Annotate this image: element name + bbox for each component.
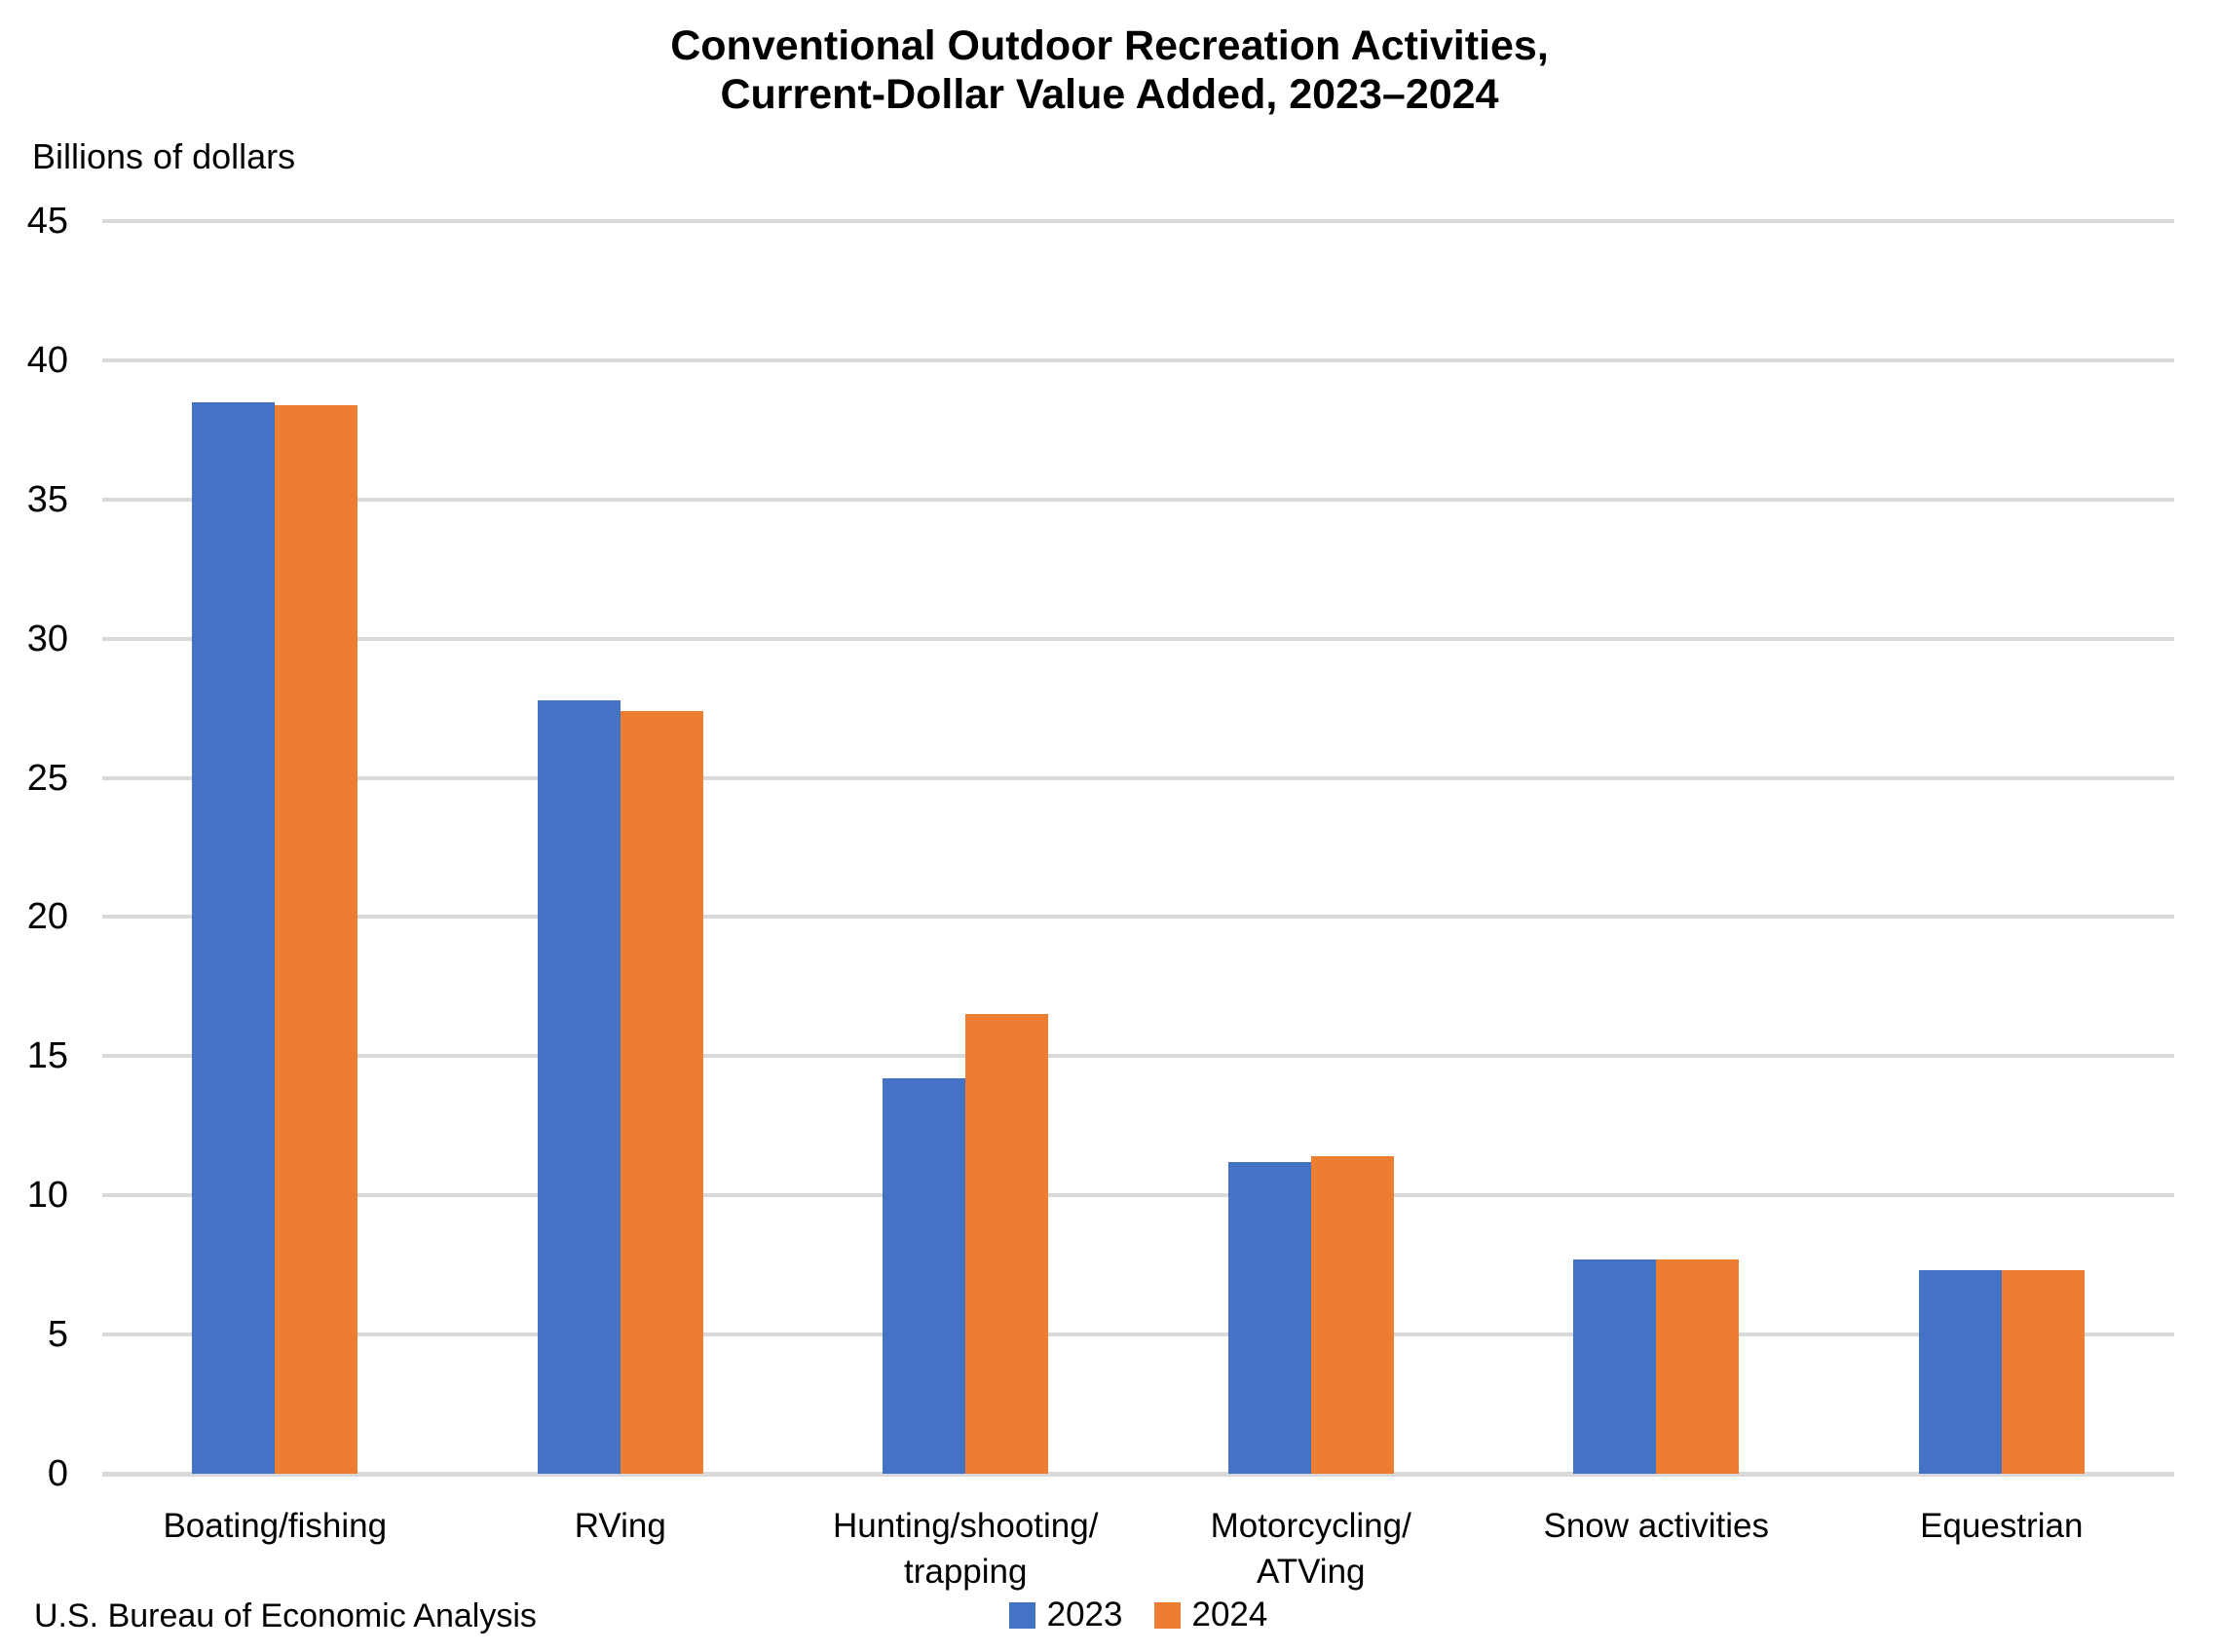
y-tick-label-0: 0 bbox=[47, 1453, 68, 1494]
y-tick-label-10: 10 bbox=[26, 1175, 68, 1217]
gridline-35 bbox=[102, 497, 2174, 502]
category-label-snow-activities: Snow activities bbox=[1543, 1507, 1769, 1545]
y-tick-label-35: 35 bbox=[26, 478, 68, 520]
bar-2023-rving bbox=[537, 699, 621, 1474]
legend-label-2024: 2024 bbox=[1191, 1596, 1268, 1633]
category-label-boating-fishing: Boating/fishing bbox=[163, 1507, 388, 1545]
legend-swatch-2023 bbox=[1008, 1601, 1035, 1629]
y-tick-label-45: 45 bbox=[26, 201, 68, 242]
bar-2024-equestrian bbox=[2001, 1270, 2085, 1474]
source-note: U.S. Bureau of Economic Analysis bbox=[34, 1597, 537, 1634]
gridline-25 bbox=[102, 775, 2174, 780]
gridline-45 bbox=[102, 219, 2174, 223]
category-label-motorcycling: Motorcycling/ ATVing bbox=[1210, 1507, 1411, 1591]
y-tick-label-30: 30 bbox=[26, 618, 68, 659]
gridline-10 bbox=[102, 1193, 2174, 1198]
bar-2024-boating-fishing bbox=[275, 404, 358, 1474]
gridline-20 bbox=[102, 915, 2174, 920]
category-label-equestrian: Equestrian bbox=[1920, 1507, 2084, 1545]
gridline-30 bbox=[102, 636, 2174, 641]
y-tick-label-20: 20 bbox=[26, 896, 68, 938]
gridline-5 bbox=[102, 1333, 2174, 1337]
y-tick-label-5: 5 bbox=[47, 1314, 68, 1356]
bar-2023-boating-fishing bbox=[192, 401, 276, 1474]
bar-2023-equestrian bbox=[1918, 1270, 2002, 1474]
legend-item-2023: 2023 bbox=[1008, 1596, 1123, 1634]
legend-label-2023: 2023 bbox=[1046, 1596, 1123, 1633]
gridline-40 bbox=[102, 357, 2174, 362]
category-label-rving: RVing bbox=[574, 1507, 666, 1545]
y-axis-unit-label: Billions of dollars bbox=[32, 136, 296, 176]
x-axis-line bbox=[102, 1472, 2174, 1477]
bar-2024-snow-activities bbox=[1656, 1258, 1740, 1474]
bar-2023-snow-activities bbox=[1573, 1258, 1657, 1474]
bar-2024-motorcycling bbox=[1310, 1156, 1394, 1474]
chart-title-line1: Conventional Outdoor Recreation Activiti… bbox=[670, 22, 1549, 69]
y-tick-label-40: 40 bbox=[26, 339, 68, 381]
bar-2023-motorcycling bbox=[1227, 1161, 1311, 1474]
chart-legend: 2023 2024 bbox=[102, 1596, 2174, 1634]
y-tick-label-25: 25 bbox=[26, 757, 68, 799]
legend-item-2024: 2024 bbox=[1153, 1596, 1268, 1634]
legend-swatch-2024 bbox=[1153, 1601, 1181, 1629]
bar-2023-hunting-shooting bbox=[883, 1078, 966, 1474]
category-label-hunting-shooting: Hunting/shooting/ trapping bbox=[833, 1507, 1099, 1591]
gridline-15 bbox=[102, 1054, 2174, 1059]
chart-title: Conventional Outdoor Recreation Activiti… bbox=[0, 21, 2219, 119]
bar-2024-rving bbox=[620, 710, 703, 1474]
y-tick-label-15: 15 bbox=[26, 1035, 68, 1077]
bar-2024-hunting-shooting bbox=[965, 1014, 1049, 1474]
chart-title-line2: Current-Dollar Value Added, 2023–2024 bbox=[720, 71, 1499, 118]
